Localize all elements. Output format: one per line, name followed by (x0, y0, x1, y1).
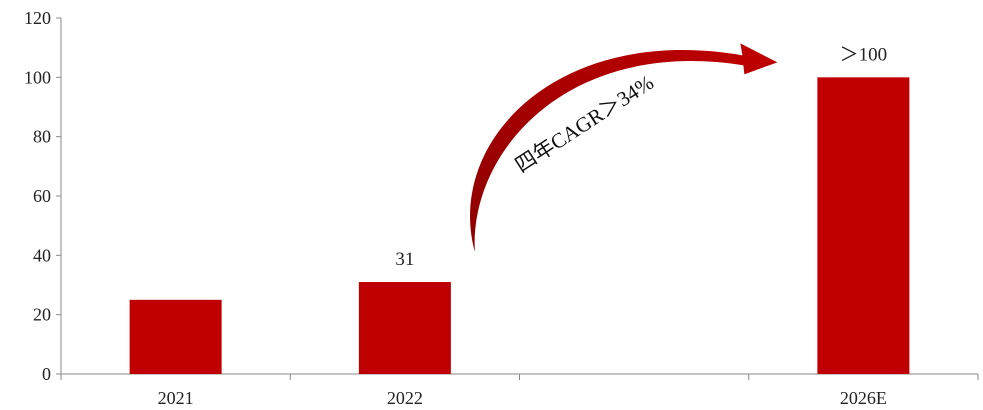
y-tick-label: 0 (42, 364, 51, 384)
x-tick-label: 2021 (158, 388, 194, 408)
cagr-annotation-label: 四年CAGR＞34% (511, 70, 658, 177)
data-label-2022: 31 (395, 249, 414, 270)
bar-2021 (129, 299, 222, 374)
y-tick-label: 20 (33, 305, 51, 325)
y-tick-label: 120 (24, 8, 51, 28)
data-labels: 31 ＞100 (395, 44, 887, 270)
x-tick-label: 2022 (387, 388, 423, 408)
cagr-annotation: 四年CAGR＞34% (470, 43, 778, 253)
y-tick-label: 60 (33, 186, 51, 206)
y-tick-label: 80 (33, 127, 51, 147)
data-label-2026E: ＞100 (840, 44, 888, 65)
y-tick-label: 100 (24, 67, 51, 87)
y-axis: 0 20 40 60 80 100 120 (24, 8, 62, 384)
y-tick-label: 40 (33, 245, 51, 265)
x-tick-label: 2026E (840, 388, 887, 408)
x-axis: 2021 2022 2026E (60, 373, 979, 408)
bar-2026E (817, 77, 910, 374)
bar-series (129, 77, 910, 374)
bar-2022 (358, 282, 451, 374)
growth-arrow-icon (470, 43, 778, 253)
